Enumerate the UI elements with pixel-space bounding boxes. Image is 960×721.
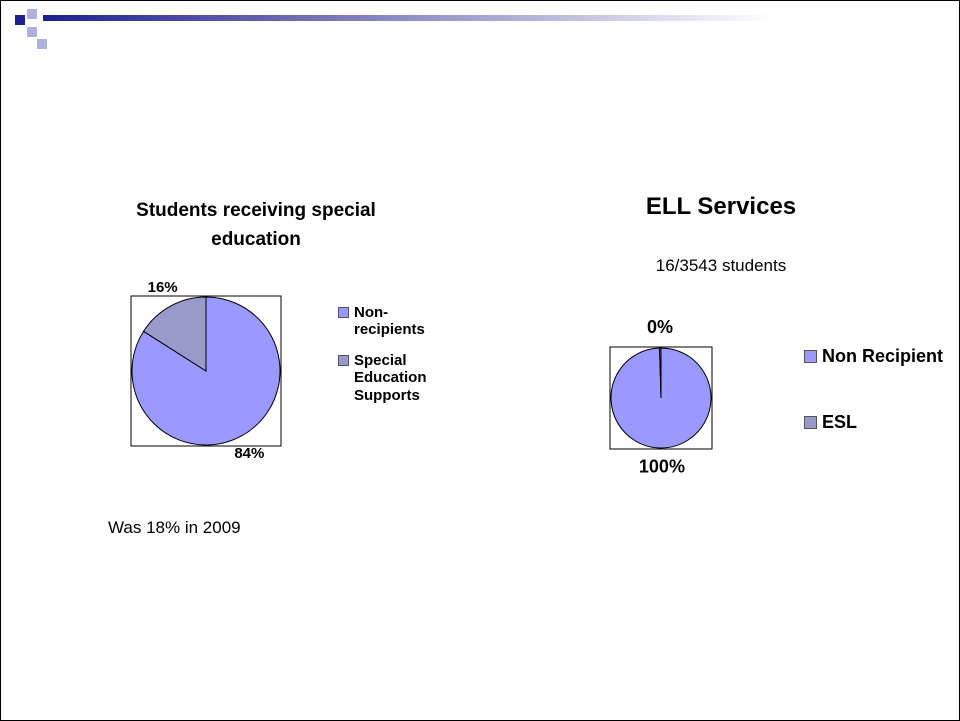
legend-swatch (804, 415, 817, 429)
legend-swatch (804, 349, 817, 363)
chart-title: ELL Services (645, 193, 797, 220)
data-label: 100% (639, 457, 685, 477)
decor (27, 27, 37, 37)
legend-item: Non Recipient (804, 346, 949, 367)
decor (37, 39, 47, 49)
legend-label: Special Education Supports (354, 352, 427, 404)
data-label: 16% (148, 279, 178, 296)
legend-label: Non Recipient (822, 346, 944, 366)
legend-label: ESL (822, 412, 858, 432)
chart-title: Students receiving special education (136, 200, 376, 251)
decor (27, 9, 37, 19)
legend-item: Special Education Supports (338, 352, 443, 404)
annotation: Was 18% in 2009 (108, 518, 241, 537)
data-label: 0% (647, 317, 673, 337)
plot-frame (130, 295, 282, 447)
legend-item: Non-recipients (338, 304, 443, 339)
pie-slice (142, 296, 207, 372)
plot-frame (609, 346, 713, 450)
legend-swatch (338, 355, 349, 367)
decor (15, 15, 25, 25)
chart-subtitle: 16/3543 students (655, 256, 787, 275)
legend-label: Non-recipients (354, 304, 425, 339)
data-label: 84% (234, 445, 264, 462)
header-bar (43, 15, 959, 21)
pie-slice (659, 347, 662, 399)
legend-item: ESL (804, 412, 949, 433)
legend-swatch (338, 307, 349, 319)
